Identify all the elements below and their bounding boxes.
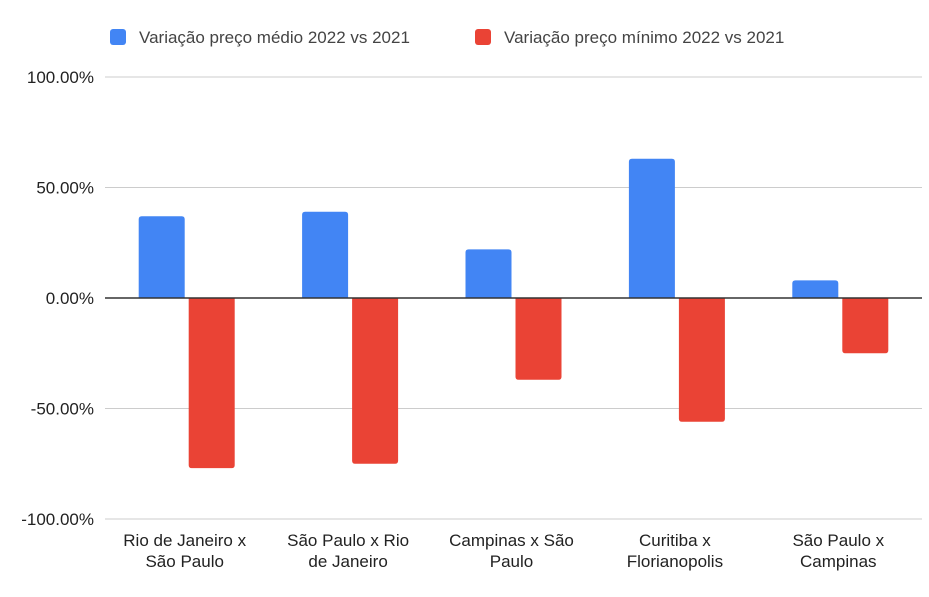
x-axis-labels: Rio de Janeiro x São Paulo São Paulo x Rio… <box>123 531 884 571</box>
legend-swatch <box>475 29 491 45</box>
bar-preco-medio <box>138 216 185 298</box>
y-tick-label: -50.00% <box>31 400 94 419</box>
y-tick-label: 50.00% <box>36 179 94 198</box>
grid-lines <box>105 76 922 520</box>
bar-preco-minimo <box>352 298 399 464</box>
y-axis-ticks: 100.00% 50.00% 0.00% -50.00% -100.00% <box>21 68 94 529</box>
legend-label: Variação preço médio 2022 vs 2021 <box>139 28 410 47</box>
bar-preco-minimo <box>842 298 889 354</box>
bar-preco-medio <box>792 280 839 298</box>
bar-preco-medio <box>628 158 675 298</box>
x-category-label: São Paulo x Rio de Janeiro <box>287 531 409 571</box>
bar-preco-medio <box>302 211 349 298</box>
legend-swatch <box>110 29 126 45</box>
legend: Variação preço médio 2022 vs 2021 Variaçã… <box>110 28 784 47</box>
x-category-label: Curitiba x Florianopolis <box>627 531 723 571</box>
legend-label: Variação preço mínimo 2022 vs 2021 <box>504 28 784 47</box>
y-tick-label: 0.00% <box>46 289 94 308</box>
y-tick-label: 100.00% <box>27 68 94 87</box>
bar-preco-minimo <box>188 298 235 469</box>
x-category-label: Campinas x São Paulo <box>449 531 574 571</box>
y-tick-label: -100.00% <box>21 510 94 529</box>
bars <box>138 158 889 469</box>
bar-preco-medio <box>465 249 512 298</box>
x-category-label: Rio de Janeiro x São Paulo <box>123 531 246 571</box>
bar-preco-minimo <box>515 298 562 380</box>
bar-preco-minimo <box>678 298 725 422</box>
x-category-label: São Paulo x Campinas <box>792 531 884 571</box>
